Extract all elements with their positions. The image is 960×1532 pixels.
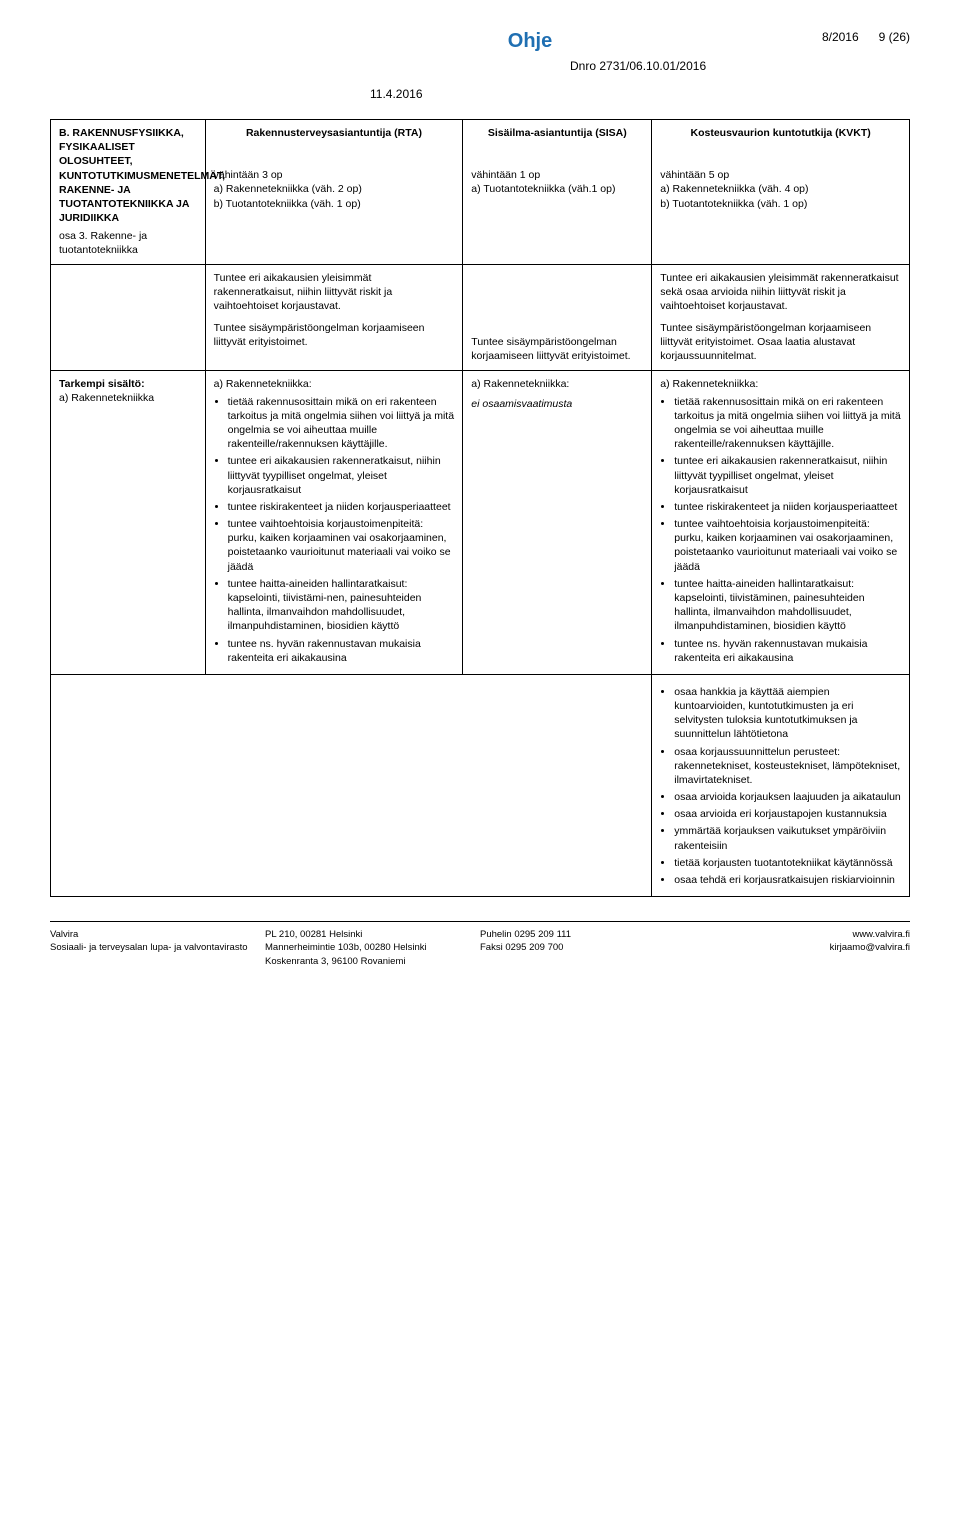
competence-table: B. RAKENNUSFYSIIKKA, FYSIKAALISET OLOSUH… <box>50 119 910 897</box>
footer-fax: Faksi 0295 209 700 <box>480 941 695 954</box>
footer-col-1: Valvira Sosiaali- ja terveysalan lupa- j… <box>50 928 265 968</box>
rta-comp-p2: Tuntee sisäympäristöongelman korjaamisee… <box>214 321 455 349</box>
kvkt-comp-p1: Tuntee eri aikakausien yleisimmät rakenn… <box>660 271 901 314</box>
list-item: tuntee vaihtoehtoisia korjaustoimenpitei… <box>674 517 901 574</box>
section-b-subtitle: osa 3. Rakenne- ja tuotantotekniikka <box>59 229 197 257</box>
footer-org: Valvira <box>50 928 265 941</box>
list-item: osaa arvioida korjauksen laajuuden ja ai… <box>674 790 901 804</box>
list-item: osaa tehdä eri korjausratkaisujen riskia… <box>674 873 901 887</box>
kvkt-bullet-list: tietää rakennusosittain mikä on eri rake… <box>660 395 901 665</box>
sisa-line-a: a) Tuotantotekniikka (väh.1 op) <box>471 182 643 196</box>
sisa-header-cell: Sisäilma-asiantuntija (SISA) vähintään 1… <box>463 120 652 265</box>
sisa-no-req: ei osaamisvaatimusta <box>471 397 643 411</box>
rta-line-a: a) Rakennetekniikka (väh. 2 op) <box>214 182 455 196</box>
page-number: 9 (26) <box>879 30 910 44</box>
list-item: tietää rakennusosittain mikä on eri rake… <box>228 395 455 452</box>
list-item: tuntee haitta-aineiden hallintaratkaisut… <box>228 577 455 634</box>
footer-www: www.valvira.fi <box>695 928 910 941</box>
footer-col-3: Puhelin 0295 209 111 Faksi 0295 209 700 <box>480 928 695 968</box>
kvkt-tarkempi-cell: a) Rakennetekniikka: tietää rakennusosit… <box>652 370 910 674</box>
footer-addr-1: PL 210, 00281 Helsinki <box>265 928 480 941</box>
rta-comp-p1: Tuntee eri aikakausien yleisimmät rakenn… <box>214 271 455 314</box>
list-item: tuntee riskirakenteet ja niiden korjausp… <box>674 500 901 514</box>
list-item: ymmärtää korjauksen vaikutukset ympäröiv… <box>674 824 901 852</box>
tarkempi-label-cell: Tarkempi sisältö: a) Rakennetekniikka <box>51 370 206 674</box>
sisa-header: Sisäilma-asiantuntija (SISA) <box>471 126 643 140</box>
sisa-competence: Tuntee sisäympäristöongelman korjaamisee… <box>463 264 652 370</box>
kvkt-competence: Tuntee eri aikakausien yleisimmät rakenn… <box>652 264 910 370</box>
rta-min: vähintään 3 op <box>214 168 455 182</box>
kvkt-min: vähintään 5 op <box>660 168 901 182</box>
list-item: osaa arvioida eri korjaustapojen kustann… <box>674 807 901 821</box>
list-item: tuntee haitta-aineiden hallintaratkaisut… <box>674 577 901 634</box>
footer-phone: Puhelin 0295 209 111 <box>480 928 695 941</box>
section-b-title: B. RAKENNUSFYSIIKKA, FYSIKAALISET OLOSUH… <box>59 126 197 225</box>
kvkt-header: Kosteusvaurion kuntotutkija (KVKT) <box>660 126 901 140</box>
footer-addr-2: Mannerheimintie 103b, 00280 Helsinki <box>265 941 480 954</box>
doc-number: 8/2016 <box>822 30 859 44</box>
list-item: tietää rakennusosittain mikä on eri rake… <box>674 395 901 452</box>
tarkempi-sub: a) Rakennetekniikka <box>59 391 197 405</box>
footer-col-2: PL 210, 00281 Helsinki Mannerheimintie 1… <box>265 928 480 968</box>
rta-line-b: b) Tuotantotekniikka (väh. 1 op) <box>214 197 455 211</box>
sisa-min: vähintään 1 op <box>471 168 643 182</box>
list-item: tuntee eri aikakausien rakenneratkaisut,… <box>674 454 901 497</box>
sisa-tarkempi-head: a) Rakennetekniikka: <box>471 377 643 391</box>
sisa-comp-p1: Tuntee sisäympäristöongelman korjaamisee… <box>471 335 643 363</box>
kvkt-comp-p2: Tuntee sisäympäristöongelman korjaamisee… <box>660 321 901 364</box>
section-b-title-cell: B. RAKENNUSFYSIIKKA, FYSIKAALISET OLOSUH… <box>51 120 206 265</box>
tarkempi-label: Tarkempi sisältö: <box>59 377 197 391</box>
empty-span-cell <box>51 674 652 896</box>
kvkt-extra-cell: osaa hankkia ja käyttää aiempien kuntoar… <box>652 674 910 896</box>
rta-header: Rakennusterveysasiantuntija (RTA) <box>214 126 455 140</box>
rta-tarkempi-head: a) Rakennetekniikka: <box>214 377 455 391</box>
rta-tarkempi-cell: a) Rakennetekniikka: tietää rakennusosit… <box>205 370 463 674</box>
doc-date: 11.4.2016 <box>50 87 910 101</box>
list-item: tuntee ns. hyvän rakennustavan mukaisia … <box>228 637 455 665</box>
footer-email: kirjaamo@valvira.fi <box>695 941 910 954</box>
list-item: tuntee vaihtoehtoisia korjaustoimenpitei… <box>228 517 455 574</box>
list-item: tuntee eri aikakausien rakenneratkaisut,… <box>228 454 455 497</box>
doc-dnro: Dnro 2731/06.10.01/2016 <box>50 59 910 73</box>
doc-title: Ohje <box>408 30 552 53</box>
empty-cell <box>51 264 206 370</box>
kvkt-extra-list: osaa hankkia ja käyttää aiempien kuntoar… <box>660 685 901 887</box>
rta-bullet-list: tietää rakennusosittain mikä on eri rake… <box>214 395 455 665</box>
rta-competence: Tuntee eri aikakausien yleisimmät rakenn… <box>205 264 463 370</box>
footer-col-4: www.valvira.fi kirjaamo@valvira.fi <box>695 928 910 968</box>
list-item: tuntee ns. hyvän rakennustavan mukaisia … <box>674 637 901 665</box>
sisa-tarkempi-cell: a) Rakennetekniikka: ei osaamisvaatimust… <box>463 370 652 674</box>
page-footer: Valvira Sosiaali- ja terveysalan lupa- j… <box>50 921 910 968</box>
list-item: tuntee riskirakenteet ja niiden korjausp… <box>228 500 455 514</box>
footer-addr-3: Koskenranta 3, 96100 Rovaniemi <box>265 955 480 968</box>
kvkt-line-b: b) Tuotantotekniikka (väh. 1 op) <box>660 197 901 211</box>
list-item: osaa hankkia ja käyttää aiempien kuntoar… <box>674 685 901 742</box>
list-item: tietää korjausten tuotantotekniikat käyt… <box>674 856 901 870</box>
rta-header-cell: Rakennusterveysasiantuntija (RTA) vähint… <box>205 120 463 265</box>
kvkt-line-a: a) Rakennetekniikka (väh. 4 op) <box>660 182 901 196</box>
kvkt-header-cell: Kosteusvaurion kuntotutkija (KVKT) vähin… <box>652 120 910 265</box>
list-item: osaa korjaussuunnittelun perusteet: rake… <box>674 745 901 788</box>
kvkt-tarkempi-head: a) Rakennetekniikka: <box>660 377 901 391</box>
footer-org-sub: Sosiaali- ja terveysalan lupa- ja valvon… <box>50 941 265 954</box>
